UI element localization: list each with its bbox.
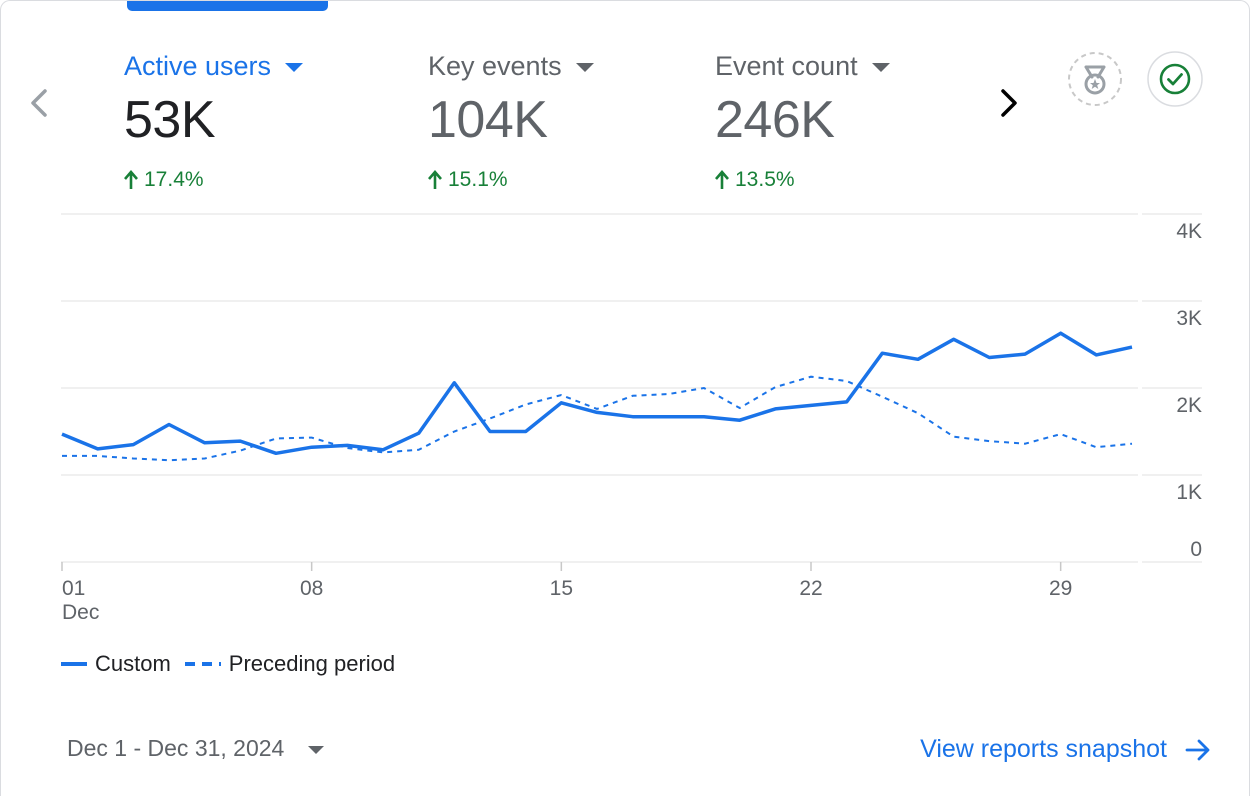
y-axis-ticks: 0 1K 2K 3K 4K [1176, 220, 1202, 561]
metric-label-key-events[interactable]: Key events [428, 51, 594, 82]
view-reports-snapshot-link[interactable]: View reports snapshot [920, 735, 1211, 764]
y-tick-label: 1K [1176, 481, 1202, 504]
dropdown-caret-icon [575, 63, 594, 72]
metric-change-text: 13.5% [735, 168, 795, 191]
legend-swatch-solid [61, 662, 87, 666]
legend-item-preceding: Preceding period [184, 651, 396, 677]
metric-change-text: 17.4% [144, 168, 204, 191]
x-tick-label: 01 [62, 577, 85, 600]
metric-active-users[interactable]: Active users 53K 17.4% [124, 51, 304, 192]
series-line-custom [61, 331, 1133, 456]
metric-value: 53K [124, 91, 216, 149]
metric-key-events[interactable]: Key events 104K 15.1% [428, 51, 594, 192]
metric-label-text: Event count [715, 51, 858, 81]
metric-event-count[interactable]: Event count 246K 13.5% [715, 51, 890, 192]
date-range-selector[interactable]: Dec 1 - Dec 31, 2024 [67, 735, 325, 762]
metric-change: 17.4% [124, 168, 303, 192]
x-tick-label: 08 [300, 577, 323, 600]
legend-item-custom: Custom [61, 651, 171, 677]
y-tick-label: 3K [1176, 307, 1202, 330]
arrow-up-icon [428, 170, 442, 189]
y-tick-label: 4K [1176, 220, 1202, 243]
chart-legend: Custom Preceding period [61, 651, 409, 677]
check-circle-icon[interactable] [1147, 51, 1203, 107]
legend-label-custom: Custom [95, 651, 171, 676]
metric-label-event-count[interactable]: Event count [715, 51, 890, 82]
metric-change-text: 15.1% [448, 168, 508, 191]
arrow-up-icon [715, 170, 729, 189]
x-tick-label: 15 [550, 577, 573, 600]
chart-grid [61, 211, 1202, 571]
metric-value: 246K [715, 91, 835, 149]
x-tick-label: 22 [799, 577, 822, 600]
legend-label-preceding: Preceding period [228, 651, 396, 676]
metric-label-text: Key events [428, 51, 562, 81]
arrow-right-icon [1185, 739, 1210, 760]
active-tab-indicator [127, 1, 328, 11]
x-tick-label: 29 [1049, 577, 1072, 600]
metric-label-text: Active users [124, 51, 272, 81]
next-metrics-button[interactable] [995, 87, 1023, 119]
dropdown-caret-icon [285, 63, 304, 72]
snapshot-link-text: View reports snapshot [920, 735, 1167, 763]
series-line-preceding-period [62, 375, 1133, 462]
medal-badge-icon [1068, 52, 1122, 106]
legend-swatch-dashed [184, 662, 221, 666]
metric-label-active-users[interactable]: Active users [124, 51, 304, 82]
dropdown-caret-icon [308, 746, 325, 754]
arrow-up-icon [124, 170, 138, 189]
metric-change: 13.5% [715, 168, 890, 192]
y-tick-label: 0 [1190, 538, 1202, 561]
y-tick-label: 2K [1176, 394, 1202, 417]
dropdown-caret-icon [871, 63, 890, 72]
x-tick-sublabel: Dec [62, 601, 99, 624]
metric-value: 104K [428, 91, 548, 149]
previous-metrics-button[interactable] [25, 87, 53, 119]
date-range-text: Dec 1 - Dec 31, 2024 [67, 735, 285, 761]
metric-change: 15.1% [428, 168, 594, 192]
